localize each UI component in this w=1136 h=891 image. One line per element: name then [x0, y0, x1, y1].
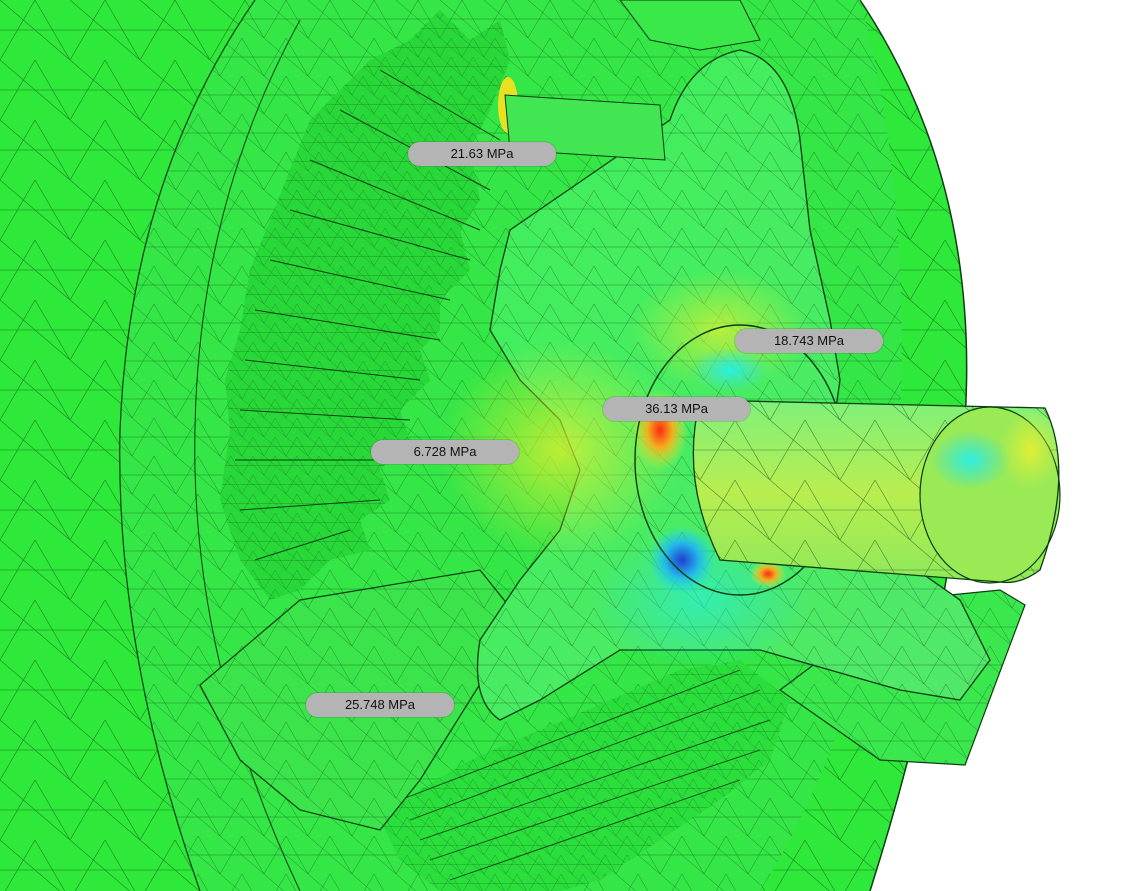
stress-probe-label[interactable]: 36.13 MPa: [603, 397, 750, 421]
stress-probe-label[interactable]: 25.748 MPa: [306, 693, 454, 717]
stress-probe-label[interactable]: 21.63 MPa: [408, 142, 556, 166]
stress-probe-label[interactable]: 18.743 MPa: [735, 329, 883, 353]
stress-probe-label[interactable]: 6.728 MPa: [371, 440, 519, 464]
lower-gear-teeth: [380, 660, 790, 891]
output-shaft: [692, 399, 1061, 584]
